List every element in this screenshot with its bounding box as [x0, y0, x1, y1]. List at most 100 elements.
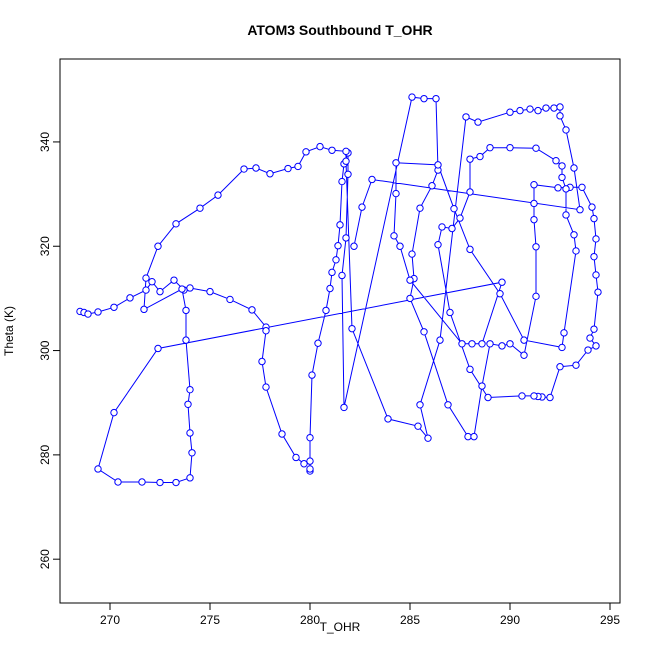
- data-point: [570, 231, 578, 239]
- data-point: [466, 245, 474, 254]
- data-point: [468, 340, 476, 348]
- data-point: [332, 256, 340, 264]
- data-point: [432, 94, 440, 103]
- data-point: [328, 268, 336, 277]
- data-point: [110, 303, 118, 311]
- data-point: [420, 328, 428, 336]
- data-point: [590, 214, 598, 223]
- y-tick-label: 280: [38, 445, 52, 465]
- data-point: [586, 334, 594, 342]
- data-point: [344, 170, 352, 178]
- data-point: [342, 147, 350, 156]
- data-point: [530, 199, 538, 208]
- data-point: [424, 434, 432, 442]
- data-point: [258, 357, 266, 366]
- x-axis-label: T_OHR: [320, 620, 361, 634]
- data-point: [518, 392, 526, 400]
- data-point: [516, 106, 524, 115]
- data-point: [478, 382, 486, 390]
- data-point: [342, 234, 350, 242]
- data-point: [182, 306, 190, 315]
- data-point: [560, 329, 568, 337]
- data-point: [240, 165, 248, 173]
- data-point: [172, 220, 180, 228]
- data-point: [506, 340, 514, 348]
- data-point: [436, 336, 444, 344]
- data-point: [478, 340, 486, 348]
- data-point: [262, 383, 270, 391]
- data-point: [588, 203, 596, 211]
- data-point: [408, 250, 416, 258]
- data-point: [126, 294, 134, 302]
- y-tick-label: 300: [38, 340, 52, 360]
- x-tick-label: 270: [100, 613, 120, 627]
- data-point: [594, 288, 602, 296]
- data-point: [406, 294, 414, 303]
- data-point: [156, 478, 164, 487]
- data-point: [292, 453, 300, 462]
- data-point: [526, 105, 534, 113]
- data-point: [340, 403, 348, 412]
- plot-frame: [59, 58, 621, 604]
- data-point: [214, 191, 222, 199]
- data-point: [532, 243, 540, 251]
- data-point: [466, 188, 474, 196]
- y-axis-label: Theta (K): [2, 306, 16, 356]
- data-point: [142, 274, 150, 282]
- data-point: [186, 284, 194, 292]
- data-point: [572, 361, 580, 369]
- data-point: [546, 393, 554, 402]
- data-point: [114, 478, 122, 486]
- data-point: [462, 113, 470, 121]
- data-point: [252, 164, 260, 172]
- data-point: [284, 164, 292, 173]
- data-point: [552, 157, 560, 165]
- data-point: [498, 342, 506, 350]
- x-tick-label: 275: [200, 613, 220, 627]
- data-point: [476, 152, 484, 161]
- data-point: [172, 478, 180, 487]
- data-point: [506, 143, 514, 152]
- data-point: [94, 308, 102, 316]
- data-point: [226, 295, 234, 304]
- data-point: [556, 363, 564, 371]
- data-point: [154, 242, 162, 250]
- data-point: [554, 184, 562, 192]
- data-point: [156, 287, 164, 296]
- data-point: [316, 142, 324, 151]
- data-point: [406, 276, 414, 284]
- data-point: [314, 339, 322, 347]
- data-point: [142, 286, 150, 294]
- data-point: [420, 94, 428, 103]
- data-point: [342, 157, 350, 165]
- data-point: [188, 449, 196, 457]
- data-point: [186, 385, 194, 394]
- y-tick-label: 260: [38, 549, 52, 569]
- data-point: [390, 232, 398, 240]
- data-point: [140, 305, 148, 314]
- data-point: [428, 182, 436, 190]
- data-point: [196, 204, 204, 212]
- y-tick-label: 320: [38, 236, 52, 256]
- data-point: [294, 162, 302, 171]
- x-tick-label: 285: [400, 613, 420, 627]
- data-point: [530, 180, 538, 189]
- data-point: [456, 214, 464, 222]
- data-point: [338, 177, 346, 186]
- data-point: [322, 306, 330, 315]
- data-point: [496, 290, 504, 298]
- data-point: [434, 161, 442, 169]
- data-point: [384, 415, 392, 423]
- data-point: [446, 308, 454, 317]
- data-point: [450, 204, 458, 213]
- data-point: [334, 242, 342, 250]
- data-point: [532, 144, 540, 152]
- data-point: [306, 465, 314, 473]
- data-point: [348, 324, 356, 333]
- data-point: [302, 148, 310, 156]
- data-point: [556, 112, 564, 120]
- x-tick-label: 290: [500, 613, 520, 627]
- data-point: [570, 164, 578, 172]
- y-tick-label: 340: [38, 132, 52, 152]
- data-point: [358, 203, 366, 211]
